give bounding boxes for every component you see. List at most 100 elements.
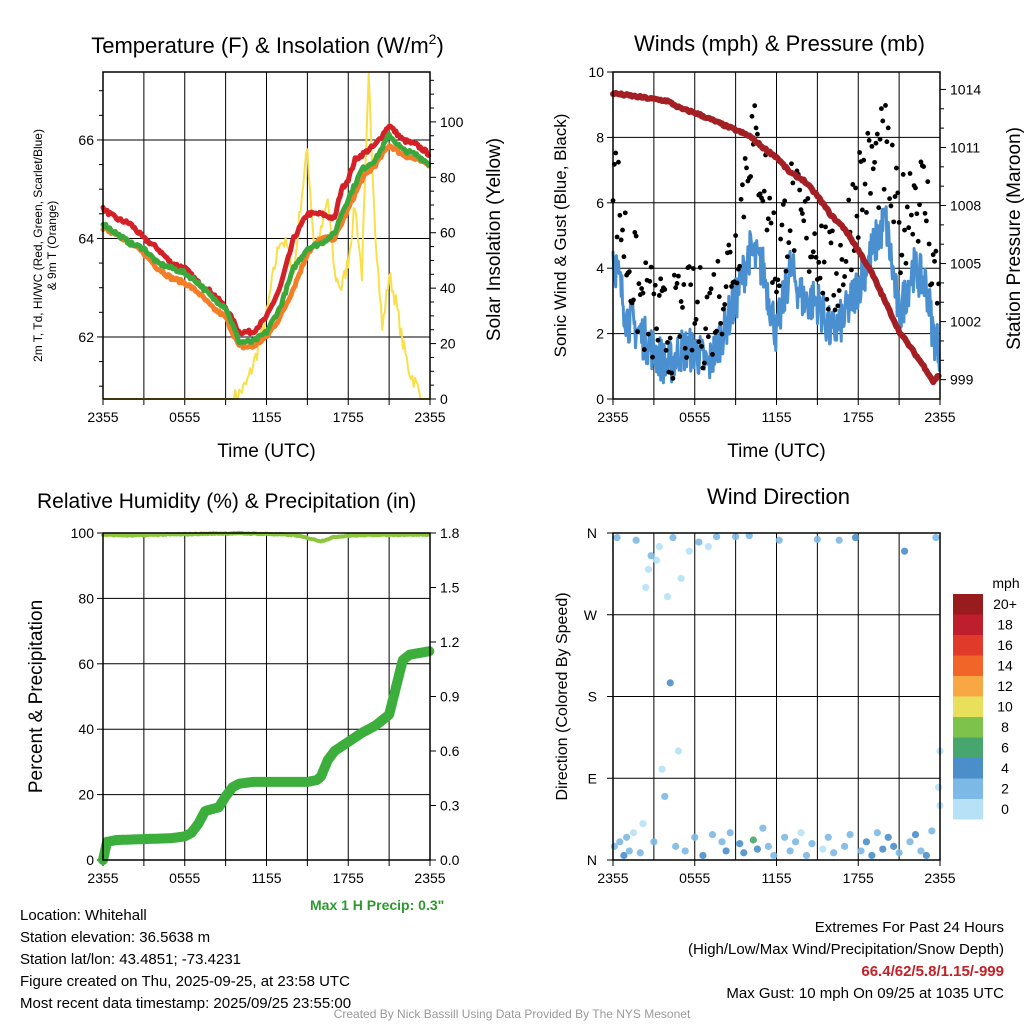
legend-swatch: [953, 655, 983, 676]
gust-point: [880, 118, 886, 124]
gust-point: [812, 231, 818, 237]
gust-point: [922, 210, 928, 216]
legend-label: 2: [1001, 781, 1009, 797]
gust-point: [894, 165, 899, 171]
gust-point: [810, 249, 816, 255]
wind-direction-point: [625, 847, 633, 855]
wind-direction-point: [712, 533, 721, 541]
y-tick-label-right: 0.6: [440, 743, 460, 759]
y-tick-label-right: 1002: [950, 314, 981, 330]
wind-direction-point: [873, 829, 881, 837]
y-axis-label-left: 2m T, Td, HI/WC (Red, Green, Scarlet/Blu…: [31, 129, 45, 362]
gust-point: [842, 274, 848, 279]
temperature-line-2m-t: [100, 123, 432, 337]
gust-point: [770, 280, 775, 285]
gust-point: [738, 196, 744, 202]
precipitation-line: [98, 646, 435, 865]
wind-direction-point: [895, 849, 903, 857]
x-tick-label: 2355: [924, 409, 955, 425]
chart-title: Wind Direction: [707, 484, 850, 509]
gust-point: [908, 212, 914, 218]
wind-direction-point: [835, 536, 843, 544]
gust-point: [910, 231, 916, 237]
legend-swatch: [953, 799, 983, 820]
y-tick-label-right: 0.3: [440, 798, 460, 814]
x-tick-label: 1755: [333, 870, 364, 886]
gust-point: [801, 218, 807, 224]
wind-direction-point: [791, 838, 800, 846]
y-tick-label-right: 0.0: [440, 852, 460, 868]
y-tick-label-left: 64: [78, 230, 94, 246]
gust-point: [791, 248, 797, 253]
gust-point: [782, 198, 788, 204]
gust-point: [744, 165, 749, 171]
relative-humidity-line: [101, 530, 431, 544]
legend-label: 0: [1001, 801, 1009, 817]
pressure-line: [610, 89, 942, 386]
gust-point: [742, 156, 748, 161]
wind-direction-point: [890, 842, 898, 850]
gust-point: [899, 252, 905, 258]
y-tick-label: E: [588, 770, 597, 786]
legend-swatch: [953, 594, 983, 615]
x-axis-label: Time (UTC): [217, 441, 316, 462]
y-tick-label-left: 2: [596, 326, 604, 342]
gust-point: [850, 182, 856, 187]
wind-direction-point: [906, 838, 914, 846]
recent-data-text: Most recent data timestamp: 2025/09/25 2…: [20, 995, 352, 1012]
wind-direction-point: [681, 847, 689, 855]
chart-title: Temperature (F) & Insolation (W/m2): [91, 31, 444, 58]
y-axis-label-right: Station Pressure (Maroon): [1004, 127, 1024, 350]
gust-point: [840, 282, 846, 288]
legend-label: 20+: [993, 596, 1017, 612]
gust-point: [918, 159, 924, 165]
y-tick-label-right: 0: [440, 391, 448, 407]
gust-point: [711, 272, 717, 277]
y-tick-label-right: 20: [440, 336, 456, 352]
wind-direction-point: [935, 783, 943, 791]
gust-point: [648, 264, 654, 270]
gust-point: [737, 263, 743, 269]
gust-point: [622, 210, 628, 216]
wind-direction-point: [629, 829, 638, 837]
max-gust-text: Max Gust: 10 mph On 09/25 at 1035 UTC: [726, 985, 1004, 1002]
gust-point: [665, 340, 670, 345]
gust-point: [684, 355, 689, 360]
wind-direction-point: [813, 535, 821, 543]
extremes-values: 66.4/62/5.8/1.15/-999: [861, 963, 1004, 980]
gust-point: [933, 248, 939, 254]
legend-label: 18: [997, 617, 1013, 633]
gust-point: [805, 196, 811, 201]
extremes-title: Extremes For Past 24 Hours: [814, 919, 1004, 936]
gust-point: [835, 303, 841, 309]
gust-point: [780, 202, 786, 207]
legend-label: 16: [997, 637, 1013, 653]
gust-point: [752, 103, 758, 109]
title-text: Temperature (F) & Insolation (W/m: [91, 33, 428, 58]
gust-point: [696, 339, 702, 345]
wind-direction-point: [868, 851, 876, 860]
wind-direction-point: [749, 836, 757, 844]
gust-point: [930, 252, 936, 258]
gust-point: [621, 254, 627, 260]
gust-point: [714, 328, 719, 334]
gust-point: [870, 166, 876, 172]
wind-direction-point: [841, 842, 849, 850]
gust-point: [748, 174, 754, 179]
gust-point: [700, 365, 706, 371]
gust-point: [786, 240, 792, 246]
y-tick-label-right: 1014: [950, 81, 981, 97]
gust-point: [790, 180, 796, 186]
temperature-line-9m-t: [100, 143, 432, 351]
gust-point: [716, 294, 722, 300]
gust-point: [881, 186, 887, 192]
gust-point: [654, 326, 659, 332]
wind-direction-point: [770, 851, 778, 860]
legend-title: mph: [992, 575, 1019, 591]
elevation-text: Station elevation: 36.5638 m: [20, 929, 211, 946]
gust-point: [797, 187, 803, 193]
gust-point: [917, 202, 922, 208]
gust-point: [673, 285, 679, 291]
panel-2: 2355 0555 1155 1755 2355 0 2 4 6 8 10 999 1002 1005 10…: [551, 31, 1024, 462]
legend-swatch: [953, 676, 983, 697]
